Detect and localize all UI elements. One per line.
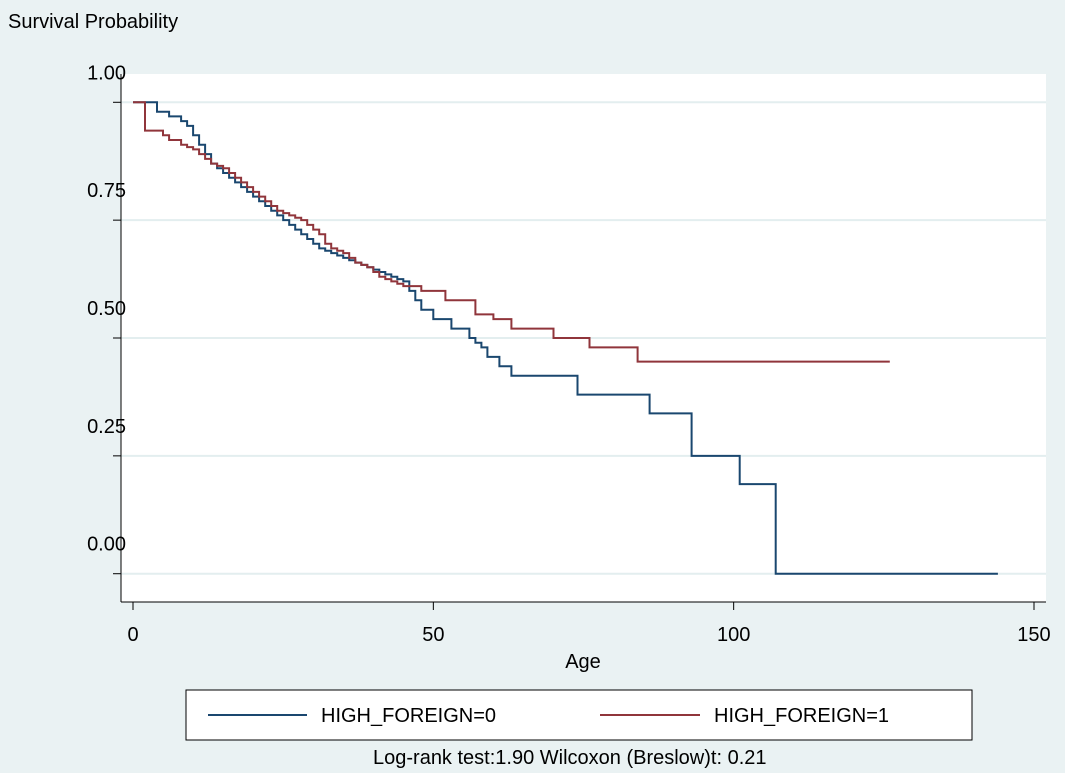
axes: 0.00 0.25 0.50 0.75 1.00 0 50 100 150 [87,62,1051,646]
legend-label-0: HIGH_FOREIGN=0 [321,705,496,727]
series-layer [133,101,998,575]
y-tick-label-0: 0.00 [87,534,126,556]
x-axis-title: Age [565,651,601,673]
series-line-1 [133,101,890,363]
legend: HIGH_FOREIGN=0 HIGH_FOREIGN=1 [185,689,973,741]
y-tick-label-2: 0.50 [87,298,126,320]
series-line-0 [133,101,998,575]
x-tick-label-1: 50 [422,624,444,646]
y-tick-label-3: 0.75 [87,180,126,202]
legend-box [185,689,973,741]
test-annotation: Log-rank test:1.90 Wilcoxon (Breslow)t: … [373,747,767,769]
x-tick-label-3: 150 [1017,624,1050,646]
x-tick-label-0: 0 [127,624,138,646]
y-tick-label-1: 0.25 [87,416,126,438]
x-tick-label-2: 100 [717,624,750,646]
legend-label-1: HIGH_FOREIGN=1 [714,705,889,727]
y-axis-title: Survival Probability [8,11,178,33]
y-tick-label-4: 1.00 [87,62,126,84]
